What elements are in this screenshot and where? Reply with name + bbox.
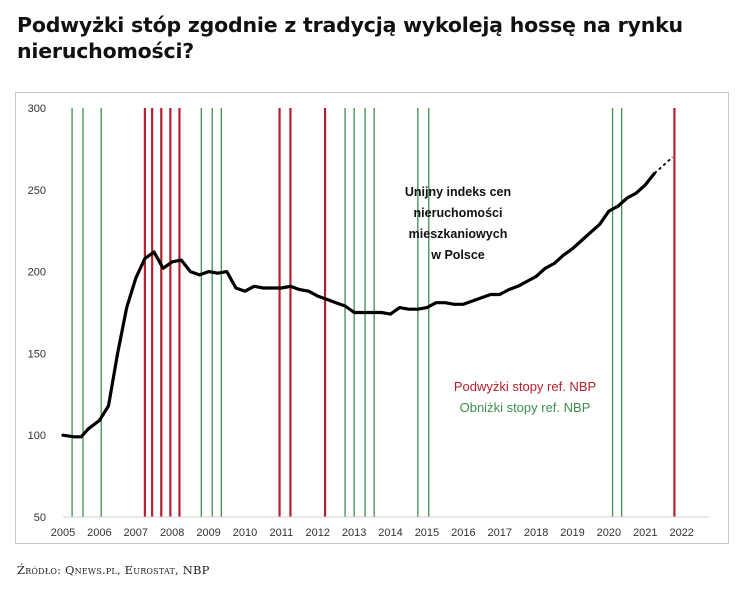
annotation-line: w Polsce	[430, 248, 485, 262]
x-tick-label: 2015	[415, 527, 439, 539]
x-tick-label: 2010	[233, 527, 257, 539]
y-tick-label: 100	[28, 430, 46, 442]
price-index-line	[61, 171, 657, 439]
x-tick-label: 2021	[633, 527, 657, 539]
x-tick-label: 2006	[87, 527, 111, 539]
x-tick-label: 2005	[51, 527, 75, 539]
x-tick-label: 2007	[124, 527, 148, 539]
y-tick-label: 200	[28, 267, 46, 279]
legend-entry: Obniżki stopy ref. NBP	[460, 400, 591, 415]
x-tick-label: 2018	[524, 527, 548, 539]
annotation-line: mieszkaniowych	[409, 227, 508, 241]
legend-entry: Podwyżki stopy ref. NBP	[454, 379, 596, 394]
source-note: Źródło: Qnews.pl, Eurostat, NBP	[17, 563, 210, 577]
x-tick-label: 2022	[669, 527, 693, 539]
x-tick-label: 2019	[560, 527, 584, 539]
price-index-series	[61, 156, 674, 439]
x-tick-label: 2017	[487, 527, 511, 539]
x-tick-label: 2009	[196, 527, 220, 539]
chart-title: Podwyżki stóp zgodnie z tradycją wykolej…	[17, 13, 683, 63]
annotation-line: nieruchomości	[414, 206, 503, 220]
y-tick-label: 250	[28, 185, 46, 197]
x-axis: 2005 2006 2007 2008 2009 2010 2011 2012 2013 2014…	[51, 516, 709, 539]
annotation-line: Unijny indeks cen	[405, 185, 511, 199]
x-tick-label: 2014	[378, 527, 402, 539]
y-tick-label: 300	[28, 103, 46, 115]
rate-change-lines	[71, 108, 676, 517]
series-annotation: Unijny indeks cen nieruchomości mieszkanio…	[405, 185, 511, 262]
price-index-projection	[653, 156, 674, 175]
x-tick-label: 2013	[342, 527, 366, 539]
x-tick-label: 2012	[306, 527, 330, 539]
legend: Podwyżki stopy ref. NBP Obniżki stopy ref…	[454, 379, 596, 415]
y-axis: 300 250 200 150 100 50	[28, 103, 46, 524]
x-tick-label: 2008	[160, 527, 184, 539]
y-tick-label: 50	[34, 512, 46, 524]
x-tick-label: 2011	[270, 527, 294, 539]
x-tick-label: 2020	[597, 527, 621, 539]
y-tick-label: 150	[28, 348, 46, 360]
chart-frame: 300 250 200 150 100 50 2005 2006 2007 2008 2009 20…	[15, 92, 729, 544]
x-tick-label: 2016	[451, 527, 475, 539]
